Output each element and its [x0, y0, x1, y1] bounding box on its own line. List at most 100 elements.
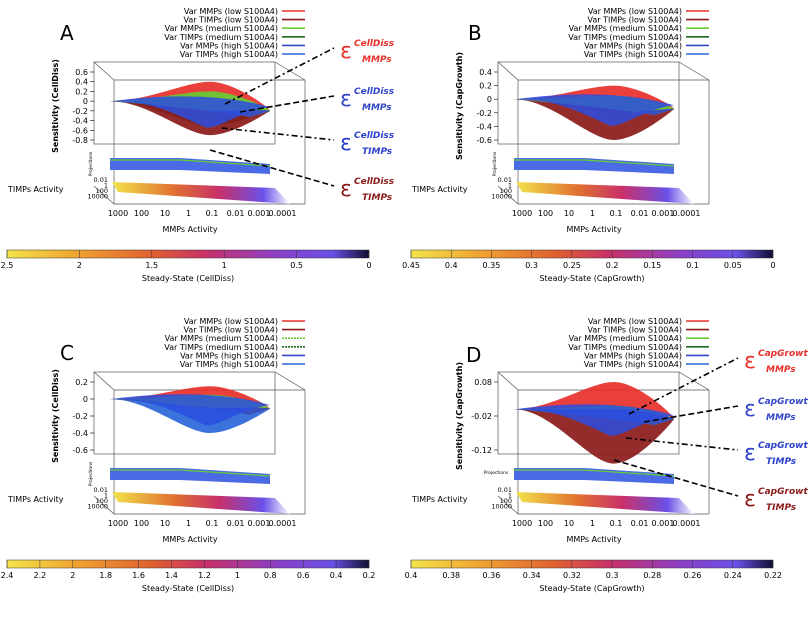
x-tick-label: 0.0001: [673, 209, 701, 218]
colorbar-tick-label: 1: [222, 261, 227, 270]
x-tick-label: 1: [590, 519, 595, 528]
annotation-sup: CellDiss: [354, 177, 395, 187]
legend-label: Var MMPs (low S100A4): [588, 7, 682, 16]
colorbar-tick-label: 2.5: [1, 261, 14, 270]
y-axis-title: Sensitivity (CellDiss): [51, 59, 60, 153]
legend-label: Var MMPs (low S100A4): [184, 7, 278, 16]
panel-letter: D: [466, 343, 481, 367]
surface-body: [516, 94, 674, 126]
colorbar-tick-label: 2.2: [34, 571, 47, 580]
y-tick-label: 0: [487, 95, 492, 104]
annotation-sub: MMPs: [766, 413, 796, 423]
colorbar-tick-label: 0.6: [297, 571, 310, 580]
epsilon-symbol: ε: [744, 349, 756, 374]
y-tick-label: 0.2: [479, 82, 492, 91]
colorbar-tick-label: 0.1: [686, 261, 699, 270]
y-tick-label: -0.4: [72, 429, 88, 438]
colorbar-tick-label: 1.8: [99, 571, 112, 580]
colorbar-tick-label: 0.15: [643, 261, 661, 270]
surface-body: [112, 96, 270, 128]
floor-heatmap: [112, 492, 290, 514]
colorbar-title: Steady-State (CellDiss): [142, 274, 234, 283]
annotation-sub: TIMPs: [766, 503, 797, 513]
z-tick-label: 1: [104, 492, 108, 500]
legend-label: Var MMPs (medium S100A4): [165, 24, 278, 33]
colorbar-tick-label: 0.26: [684, 571, 702, 580]
annotation-sup: CapGrowth: [758, 441, 808, 451]
legend: Var MMPs (low S100A4)Var TIMPs (low S100…: [164, 7, 305, 59]
colorbar-tick-label: 0.4: [330, 571, 343, 580]
annotation-leader: [613, 459, 739, 497]
legend-label: Var TIMPs (medium S100A4): [164, 33, 278, 42]
x-axis-title: MMPs Activity: [566, 535, 621, 544]
box-back: [497, 61, 680, 145]
colorbar: 2.5 2 1.5 1 0.5 0 Steady-State (CellDiss): [1, 249, 372, 283]
surfaces: [514, 85, 675, 140]
x-tick-label: 0.001: [652, 519, 675, 528]
colorbar-tick-label: 0.38: [442, 571, 460, 580]
epsilon-symbol: ε: [744, 441, 756, 466]
colorbar-tick-label: 1.4: [165, 571, 178, 580]
z-axis-title: TIMPs Activity: [7, 495, 64, 504]
legend: Var MMPs (low S100A4)Var TIMPs (low S100…: [568, 7, 709, 59]
colorbar-tick-label: 0.35: [483, 261, 501, 270]
colorbar-tick-label: 2: [77, 261, 82, 270]
z-tick-label: 100: [500, 187, 512, 195]
y-tick-label: 0.4: [75, 78, 88, 87]
annotation-sub: TIMPs: [362, 193, 393, 203]
colorbar-tick-label: 0.25: [563, 261, 581, 270]
box-back: [93, 371, 276, 455]
legend-label: Var TIMPs (high S100A4): [180, 360, 278, 369]
projection-line: [110, 159, 271, 167]
y-axis-title: Sensitivity (CellDiss): [51, 369, 60, 463]
projections: Projections: [484, 468, 675, 484]
y-tick-label: -0.12: [471, 446, 492, 455]
colorbar-tick-label: 0.22: [764, 571, 782, 580]
legend-label: Var MMPs (low S100A4): [184, 317, 278, 326]
x-axis-title: MMPs Activity: [162, 535, 217, 544]
z-tick-label: 10000: [491, 503, 512, 511]
floor-heatmap: [112, 182, 290, 204]
x-tick-label: 0.01: [227, 519, 245, 528]
surfaces: [514, 382, 675, 464]
legend-label: Var TIMPs (medium S100A4): [568, 33, 682, 42]
z-tick-label: 10000: [87, 193, 108, 201]
z-tick-label: 1: [508, 182, 512, 190]
y-tick-label: 0.08: [474, 378, 492, 387]
colorbar-tick-label: 1.5: [145, 261, 158, 270]
colorbar-tick-label: 2.4: [1, 571, 14, 580]
surface-body: [516, 404, 674, 436]
projection-surface: [110, 158, 270, 174]
epsilon-symbol: ε: [340, 39, 352, 64]
y-tick-label: -0.2: [476, 109, 492, 118]
box-side: [93, 61, 115, 205]
y-tick-label: -0.6: [72, 126, 88, 135]
colorbar-tick-label: 0.8: [264, 571, 277, 580]
z-tick-label: 10000: [491, 193, 512, 201]
y-tick-label: -0.2: [72, 412, 88, 421]
surface-body: [112, 394, 270, 426]
y-tick-label: 0: [83, 395, 88, 404]
annotation-sup: CapGrowth: [758, 487, 808, 497]
annotation-sub: MMPs: [362, 103, 392, 113]
legend-label: Var TIMPs (low S100A4): [588, 16, 682, 25]
panel-letter: A: [60, 21, 74, 45]
x-tick-label: 10: [564, 209, 574, 218]
y-tick-label: 0.4: [479, 68, 492, 77]
annotation-sup: CellDiss: [354, 131, 395, 141]
y-axis: 0.60.40.20-0.2-0.4-0.6-0.8 Sensitivity (C…: [51, 59, 94, 153]
projection-line: [110, 469, 271, 477]
x-tick-label: 0.1: [206, 519, 219, 528]
surfaces: [110, 81, 271, 136]
annotation-sub: MMPs: [766, 365, 796, 375]
annotation-leader: [224, 47, 335, 105]
panel-A: A Var MMPs (low S100A4)Var TIMPs (low S10…: [1, 7, 395, 283]
box-edge: [274, 371, 306, 391]
z-tick-label: 100: [96, 187, 108, 195]
y-tick-label: -0.4: [72, 117, 88, 126]
colorbar-tick-label: 0.4: [445, 261, 458, 270]
legend: Var MMPs (low S100A4)Var TIMPs (low S100…: [164, 317, 305, 369]
x-tick-label: 100: [134, 519, 149, 528]
